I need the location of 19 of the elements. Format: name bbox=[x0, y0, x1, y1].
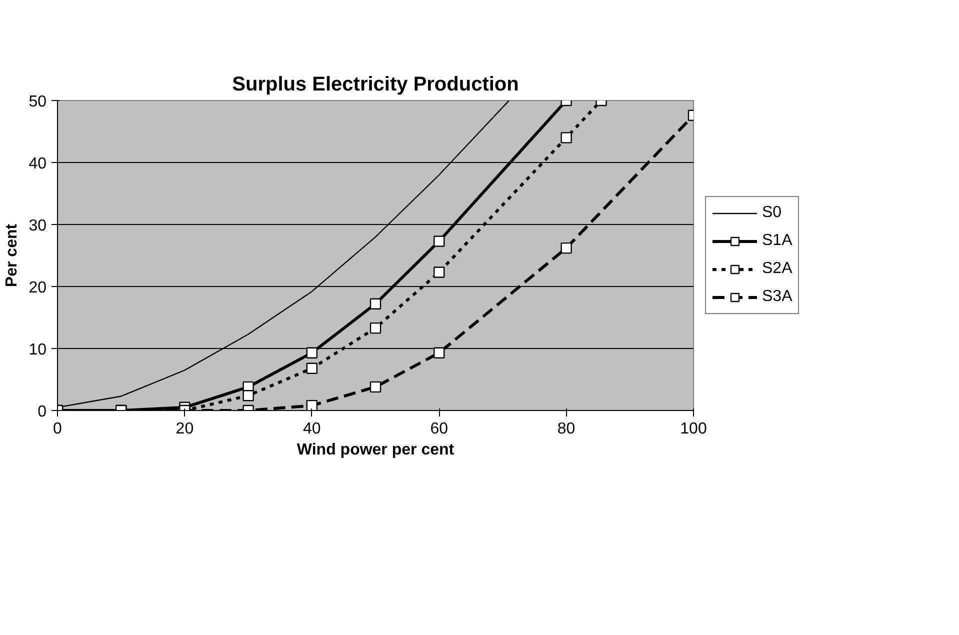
x-tick-label: 60 bbox=[430, 420, 448, 438]
x-tick-label: 100 bbox=[680, 420, 707, 438]
y-tick-label: 50 bbox=[28, 94, 47, 110]
legend-label: S1A bbox=[762, 232, 792, 250]
x-tick-label: 0 bbox=[53, 420, 62, 438]
chart-title: Surplus Electricity Production bbox=[232, 74, 519, 96]
legend-label: S0 bbox=[762, 204, 782, 222]
y-tick-label: 30 bbox=[28, 218, 47, 234]
x-tick-label: 40 bbox=[303, 420, 321, 438]
x-tick-label: 20 bbox=[176, 420, 194, 438]
x-axis-title: Wind power per cent bbox=[296, 442, 455, 458]
y-tick-label: 20 bbox=[28, 280, 47, 296]
legend-label: S2A bbox=[762, 260, 792, 278]
y-axis-title: Per cent bbox=[4, 223, 21, 288]
legend-label: S3A bbox=[762, 288, 792, 306]
x-tick-label: 80 bbox=[557, 420, 576, 438]
y-tick-label: 0 bbox=[38, 404, 47, 420]
y-tick-label: 10 bbox=[28, 342, 47, 358]
y-tick-label: 40 bbox=[28, 156, 47, 172]
